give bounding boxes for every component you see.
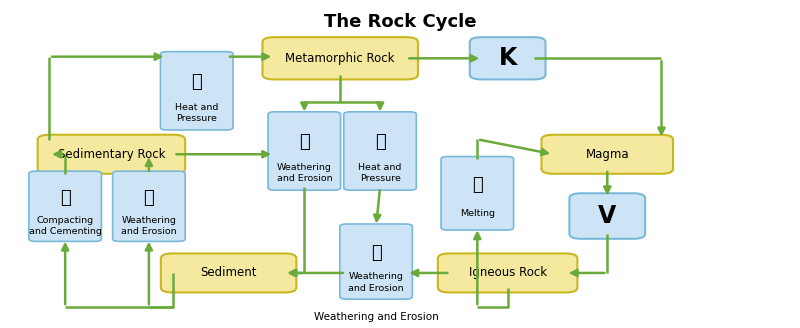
Text: Sediment: Sediment xyxy=(200,266,257,279)
Text: 🪨: 🪨 xyxy=(143,190,154,208)
Text: Sedimentary Rock: Sedimentary Rock xyxy=(58,148,165,161)
FancyBboxPatch shape xyxy=(38,135,185,174)
Text: 🪨: 🪨 xyxy=(299,133,310,151)
FancyBboxPatch shape xyxy=(344,112,416,190)
Text: 🪨: 🪨 xyxy=(472,176,482,194)
FancyBboxPatch shape xyxy=(113,171,185,241)
Text: Melting: Melting xyxy=(460,209,495,218)
FancyBboxPatch shape xyxy=(262,37,418,79)
Text: Weathering and Erosion: Weathering and Erosion xyxy=(314,312,438,322)
FancyBboxPatch shape xyxy=(29,171,102,241)
FancyBboxPatch shape xyxy=(438,254,578,293)
Text: Weathering
and Erosion: Weathering and Erosion xyxy=(277,163,332,183)
Text: 🪨: 🪨 xyxy=(191,73,202,91)
Text: Weathering
and Erosion: Weathering and Erosion xyxy=(348,273,404,293)
FancyBboxPatch shape xyxy=(470,37,546,79)
Text: Compacting
and Cementing: Compacting and Cementing xyxy=(29,216,102,236)
Text: The Rock Cycle: The Rock Cycle xyxy=(324,13,476,31)
FancyBboxPatch shape xyxy=(161,254,296,293)
FancyBboxPatch shape xyxy=(268,112,341,190)
FancyBboxPatch shape xyxy=(542,135,673,174)
Text: Heat and
Pressure: Heat and Pressure xyxy=(358,163,402,183)
Text: V: V xyxy=(598,204,617,228)
FancyBboxPatch shape xyxy=(161,51,233,130)
FancyBboxPatch shape xyxy=(570,193,645,239)
Text: Magma: Magma xyxy=(586,148,629,161)
Text: 🪨: 🪨 xyxy=(374,133,386,151)
FancyBboxPatch shape xyxy=(340,224,412,299)
Text: Metamorphic Rock: Metamorphic Rock xyxy=(286,52,395,65)
Text: 🪨: 🪨 xyxy=(60,190,70,208)
FancyBboxPatch shape xyxy=(441,156,514,230)
Text: Heat and
Pressure: Heat and Pressure xyxy=(175,103,218,123)
Text: Igneous Rock: Igneous Rock xyxy=(469,266,546,279)
Text: Weathering
and Erosion: Weathering and Erosion xyxy=(121,216,177,236)
Text: K: K xyxy=(498,46,517,70)
Text: 🪨: 🪨 xyxy=(370,244,382,262)
